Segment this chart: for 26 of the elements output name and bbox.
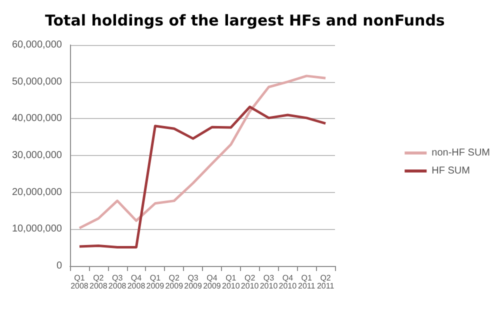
y-tick-label: 60,000,000 [12, 40, 62, 50]
x-tick-label: Q1 2008 [70, 274, 89, 290]
y-tick-label: 10,000,000 [12, 224, 62, 235]
x-tick-label: Q2 2011 [316, 274, 335, 290]
line-series [78, 74, 327, 230]
x-tick-label: Q4 2010 [278, 274, 298, 290]
x-tick-label: Q4 2009 [203, 274, 222, 290]
x-tick-label: Q3 2010 [260, 274, 278, 290]
x-tick-label: Q2 2009 [165, 274, 184, 290]
y-tick-label: 40,000,000 [12, 113, 62, 124]
y-tick-label: 30,000,000 [12, 150, 62, 161]
line-series [78, 106, 327, 248]
x-tick-label: Q1 2011 [298, 274, 316, 290]
legend-label: non-HF SUM [432, 148, 490, 158]
x-tick-label: Q1 2009 [146, 274, 165, 290]
y-tick-label: 0 [56, 260, 62, 272]
x-tick-label: Q1 2010 [222, 274, 240, 290]
x-tick-label: Q4 2008 [127, 274, 146, 290]
x-tick-label: Q3 2009 [184, 274, 202, 290]
chart-title: Total holdings of the largest HFs and nonFunds [45, 12, 445, 30]
x-tick-label: Q2 2010 [240, 274, 260, 290]
y-tick-label: 20,000,000 [12, 186, 62, 198]
x-tick-label: Q3 2008 [108, 274, 127, 290]
x-tick-label: Q2 2008 [89, 274, 108, 290]
y-tick-label: 50,000,000 [12, 76, 62, 88]
legend-label: HF SUM [432, 166, 470, 176]
